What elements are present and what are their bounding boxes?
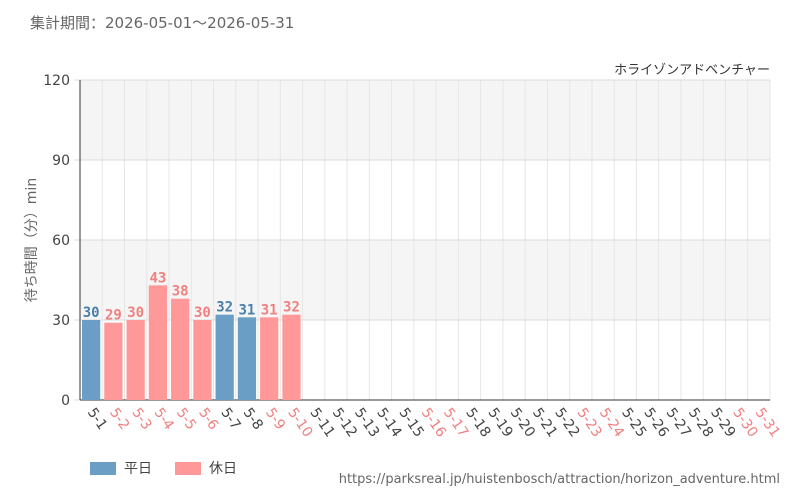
x-tick-label-5-6: 5-6 <box>195 405 221 433</box>
x-tick-label-5-9: 5-9 <box>262 405 288 433</box>
legend-weekday-swatch <box>90 461 116 475</box>
data-label-5-7: 32 <box>216 300 233 316</box>
x-tick-label-5-5: 5-5 <box>173 405 199 433</box>
data-label-5-9: 31 <box>261 302 278 318</box>
data-label-5-4: 43 <box>149 270 166 286</box>
x-tick-label-5-4: 5-4 <box>151 405 177 433</box>
bar-5-9 <box>260 317 279 400</box>
bar-5-6 <box>193 320 212 400</box>
legend-weekday[interactable]: 平日 <box>90 458 152 478</box>
y-tick-label: 90 <box>52 153 70 169</box>
bar-5-1 <box>82 320 101 400</box>
data-label-5-10: 32 <box>283 300 300 316</box>
bar-5-8 <box>237 317 257 400</box>
x-tick-label-5-3: 5-3 <box>128 405 154 433</box>
x-tick-label-5-31: 5-31 <box>752 405 783 440</box>
data-label-5-3: 30 <box>127 305 144 321</box>
plot-band <box>80 240 770 320</box>
chart-title: ホライゾンアドベンチャー <box>614 63 770 78</box>
bar-5-5 <box>171 298 190 400</box>
bar-5-7 <box>215 314 234 400</box>
bar-5-3 <box>126 320 145 400</box>
data-label-5-8: 31 <box>239 302 256 318</box>
y-tick-label: 0 <box>61 393 70 409</box>
x-tick-label-5-1: 5-1 <box>84 405 110 433</box>
x-tick-label-5-8: 5-8 <box>240 405 266 433</box>
source-url: https://parksreal.jp/huistenbosch/attrac… <box>338 472 780 487</box>
legend-holiday[interactable]: 休日 <box>175 458 237 478</box>
data-label-5-1: 30 <box>83 305 100 321</box>
y-tick-label: 60 <box>52 233 70 249</box>
legend-weekday-label: 平日 <box>124 461 152 477</box>
x-tick-label-5-2: 5-2 <box>106 405 132 433</box>
data-label-5-5: 38 <box>172 284 189 300</box>
legend-holiday-label: 休日 <box>209 461 237 477</box>
y-tick-label: 30 <box>52 313 70 329</box>
data-label-5-2: 29 <box>105 308 122 324</box>
data-label-5-6: 30 <box>194 305 211 321</box>
bar-5-4 <box>148 285 168 400</box>
legend-holiday-swatch <box>175 461 201 475</box>
bar-5-2 <box>104 322 123 400</box>
y-axis-label: 待ち時間（分）min <box>24 178 40 302</box>
period-label: 集計期間：2026-05-01～2026-05-31 <box>30 14 295 32</box>
plot-band <box>80 80 770 160</box>
y-tick-label: 120 <box>43 73 70 89</box>
plot-band <box>80 160 770 240</box>
x-tick-label-5-7: 5-7 <box>217 405 243 433</box>
bar-5-10 <box>282 314 301 400</box>
